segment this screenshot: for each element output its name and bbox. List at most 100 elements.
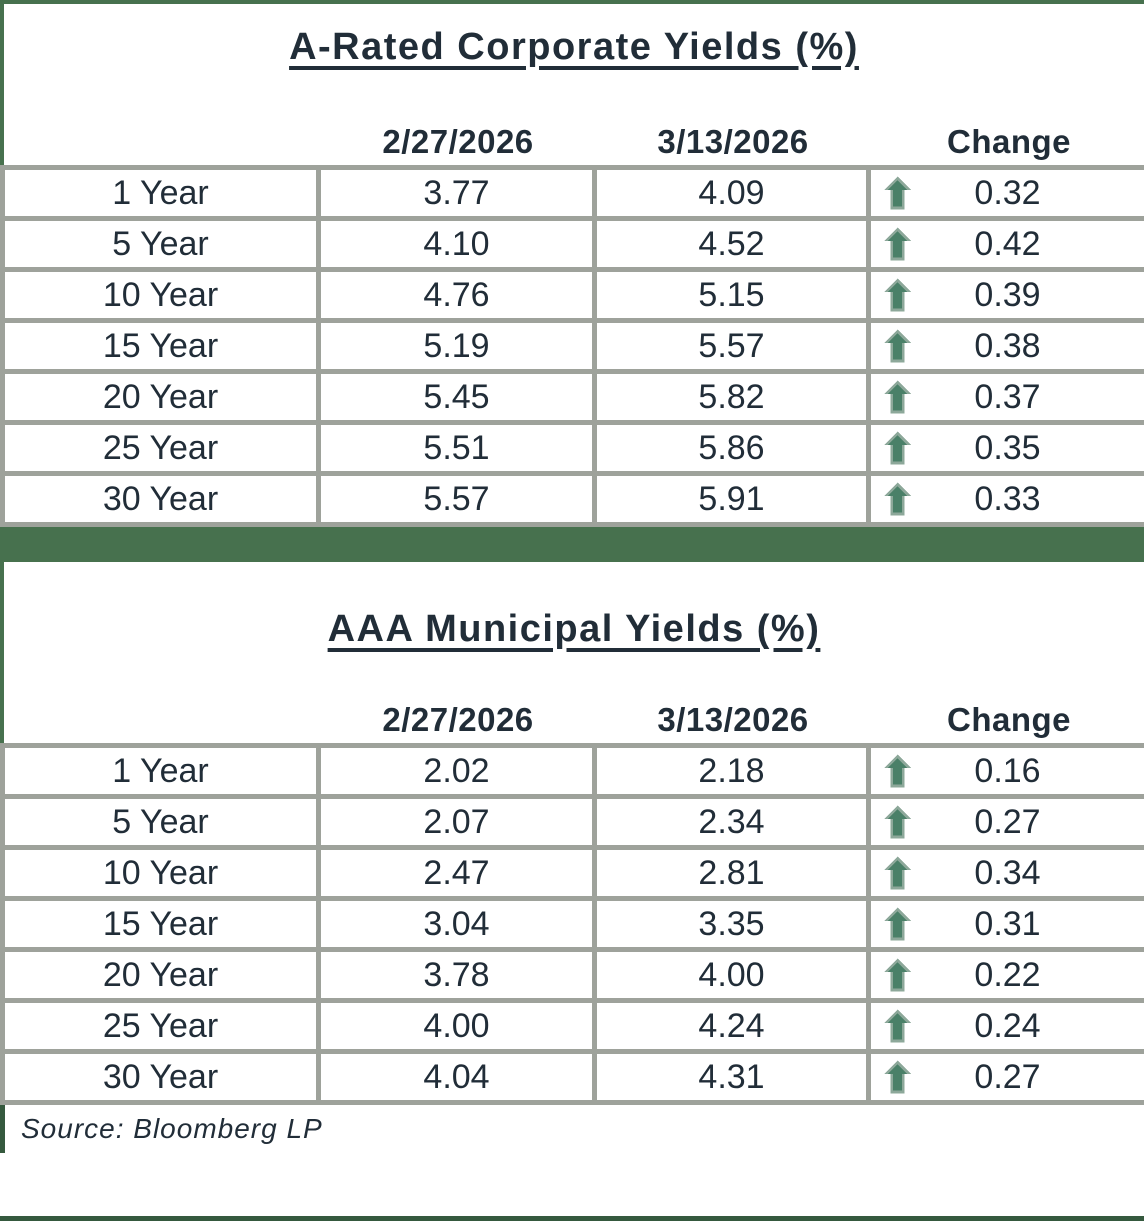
up-arrow-icon — [884, 227, 911, 261]
change-value: 0.27 — [974, 1057, 1041, 1096]
current-yield: 5.86 — [592, 420, 871, 476]
maturity-label: 15 Year — [0, 318, 321, 374]
up-arrow-icon — [884, 1009, 911, 1043]
prior-yield: 3.77 — [316, 165, 597, 221]
change-value: 0.38 — [974, 326, 1041, 365]
change-value: 0.31 — [974, 904, 1041, 943]
maturity-label: 10 Year — [0, 267, 321, 323]
maturity-label: 15 Year — [0, 896, 321, 952]
current-yield: 4.24 — [592, 998, 871, 1054]
current-yield: 2.18 — [592, 743, 871, 799]
corporate-column-headers: 2/27/2026 3/13/2026 Change — [4, 123, 1144, 161]
header-spacer — [4, 123, 320, 161]
current-yield: 4.00 — [592, 947, 871, 1003]
maturity-label: 5 Year — [0, 216, 321, 272]
municipal-title: AAA Municipal Yields (%) — [327, 608, 821, 650]
table-row: 1 Year 2.02 2.18 0.16 — [0, 743, 1144, 799]
current-yield: 5.82 — [592, 369, 871, 425]
change-cell: 0.24 — [866, 998, 1144, 1054]
current-yield: 4.09 — [592, 165, 871, 221]
change-value: 0.32 — [974, 173, 1041, 212]
prior-yield: 3.04 — [316, 896, 597, 952]
source-note-text: Source: Bloomberg LP — [21, 1113, 323, 1144]
column-header-prior-date: 2/27/2026 — [382, 123, 534, 160]
maturity-label: 5 Year — [0, 794, 321, 850]
up-arrow-icon — [884, 805, 911, 839]
prior-yield: 2.02 — [316, 743, 597, 799]
change-cell: 0.34 — [866, 845, 1144, 901]
column-header-change: Change — [946, 123, 1071, 160]
table-row: 30 Year 5.57 5.91 0.33 — [0, 471, 1144, 527]
table-row: 30 Year 4.04 4.31 0.27 — [0, 1049, 1144, 1105]
change-cell: 0.33 — [866, 471, 1144, 527]
maturity-label: 20 Year — [0, 369, 321, 425]
up-arrow-icon — [884, 176, 911, 210]
change-value: 0.33 — [974, 479, 1041, 518]
table-row: 10 Year 4.76 5.15 0.39 — [0, 267, 1144, 323]
prior-yield: 5.19 — [316, 318, 597, 374]
source-note: Source: Bloomberg LP — [0, 1105, 1144, 1153]
section-separator-bar — [0, 527, 1144, 562]
prior-yield: 4.10 — [316, 216, 597, 272]
change-cell: 0.16 — [866, 743, 1144, 799]
change-value: 0.16 — [974, 751, 1041, 790]
up-arrow-icon — [884, 482, 911, 516]
current-yield: 5.57 — [592, 318, 871, 374]
change-value: 0.35 — [974, 428, 1041, 467]
change-value: 0.37 — [974, 377, 1041, 416]
current-yield: 3.35 — [592, 896, 871, 952]
up-arrow-icon — [884, 754, 911, 788]
up-arrow-icon — [884, 856, 911, 890]
current-yield: 2.34 — [592, 794, 871, 850]
table-row: 10 Year 2.47 2.81 0.34 — [0, 845, 1144, 901]
current-yield: 5.15 — [592, 267, 871, 323]
current-yield: 5.91 — [592, 471, 871, 527]
table-row: 1 Year 3.77 4.09 0.32 — [0, 165, 1144, 221]
change-value: 0.34 — [974, 853, 1041, 892]
table-row: 5 Year 2.07 2.34 0.27 — [0, 794, 1144, 850]
table-row: 15 Year 3.04 3.35 0.31 — [0, 896, 1144, 952]
current-yield: 4.52 — [592, 216, 871, 272]
prior-yield: 5.57 — [316, 471, 597, 527]
current-yield: 2.81 — [592, 845, 871, 901]
maturity-label: 25 Year — [0, 998, 321, 1054]
change-cell: 0.39 — [866, 267, 1144, 323]
bottom-border — [0, 1216, 1144, 1221]
up-arrow-icon — [884, 1060, 911, 1094]
prior-yield: 3.78 — [316, 947, 597, 1003]
change-cell: 0.42 — [866, 216, 1144, 272]
maturity-label: 10 Year — [0, 845, 321, 901]
change-cell: 0.27 — [866, 794, 1144, 850]
column-header-current-date: 3/13/2026 — [657, 123, 809, 160]
table-row: 25 Year 4.00 4.24 0.24 — [0, 998, 1144, 1054]
table-row: 5 Year 4.10 4.52 0.42 — [0, 216, 1144, 272]
table-row: 20 Year 3.78 4.00 0.22 — [0, 947, 1144, 1003]
change-cell: 0.22 — [866, 947, 1144, 1003]
up-arrow-icon — [884, 431, 911, 465]
column-header-change: Change — [946, 701, 1071, 738]
change-value: 0.27 — [974, 802, 1041, 841]
prior-yield: 4.04 — [316, 1049, 597, 1105]
prior-yield: 5.45 — [316, 369, 597, 425]
change-cell: 0.32 — [866, 165, 1144, 221]
municipal-section-header: AAA Municipal Yields (%) 2/27/2026 3/13/… — [0, 562, 1144, 743]
table-row: 25 Year 5.51 5.86 0.35 — [0, 420, 1144, 476]
up-arrow-icon — [884, 278, 911, 312]
maturity-label: 30 Year — [0, 471, 321, 527]
change-cell: 0.38 — [866, 318, 1144, 374]
change-cell: 0.37 — [866, 369, 1144, 425]
municipal-column-headers: 2/27/2026 3/13/2026 Change — [4, 701, 1144, 739]
maturity-label: 30 Year — [0, 1049, 321, 1105]
table-row: 20 Year 5.45 5.82 0.37 — [0, 369, 1144, 425]
prior-yield: 5.51 — [316, 420, 597, 476]
prior-yield: 4.00 — [316, 998, 597, 1054]
change-value: 0.24 — [974, 1006, 1041, 1045]
change-value: 0.42 — [974, 224, 1041, 263]
change-value: 0.39 — [974, 275, 1041, 314]
up-arrow-icon — [884, 907, 911, 941]
top-border — [0, 0, 1144, 4]
change-cell: 0.35 — [866, 420, 1144, 476]
table-row: 15 Year 5.19 5.57 0.38 — [0, 318, 1144, 374]
maturity-label: 1 Year — [0, 165, 321, 221]
